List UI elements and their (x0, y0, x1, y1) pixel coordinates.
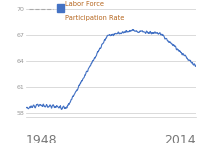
Text: 1948: 1948 (26, 134, 58, 143)
FancyBboxPatch shape (57, 4, 64, 12)
Text: Labor Force: Labor Force (65, 1, 104, 7)
Text: Participation Rate: Participation Rate (65, 15, 124, 21)
Text: 2014: 2014 (164, 134, 196, 143)
